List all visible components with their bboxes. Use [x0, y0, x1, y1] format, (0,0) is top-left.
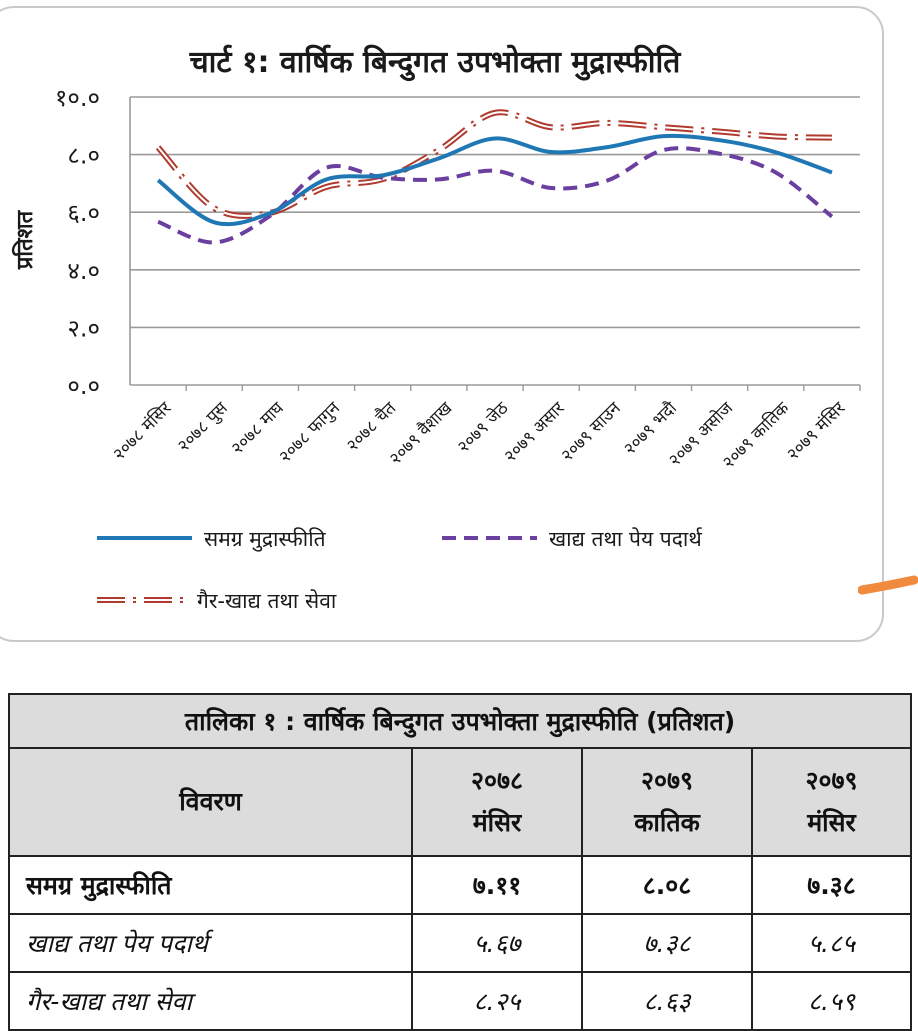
orange-highlight-mark [858, 575, 918, 595]
header-description: विवरण [8, 747, 413, 857]
header-column-3: २०७९ मंसिर [750, 747, 913, 857]
x-tick-label: २०७९ मंसिर [782, 397, 850, 465]
x-tick-label: २०७९ साउन [557, 398, 625, 466]
table-cell: ७.३८ [750, 855, 913, 915]
table-cell: ७.३८ [581, 913, 753, 973]
legend: समग्र मुद्रास्फीति खाद्य तथा पेय पदार्थ गै… [97, 527, 703, 613]
header-column-2: २०७९ कातिक [581, 747, 753, 857]
table-caption: तालिका १ : वार्षिक बिन्दुगत उपभोक्ता मुद… [7, 693, 913, 749]
table-cell: ८.२५ [411, 971, 583, 1031]
y-axis-label: प्रतिशत [11, 209, 38, 270]
series-line-food [157, 146, 834, 245]
y-tick-label: २.० [67, 314, 100, 342]
table-cell: ८.६३ [581, 971, 753, 1031]
header-year: २०७९ [640, 766, 693, 795]
y-tick-label: ०.० [67, 372, 100, 400]
row-label: खाद्य तथा पेय पदार्थ [8, 913, 413, 973]
chart-title: चार्ट १: वार्षिक बिन्दुगत उपभोक्ता मुद्र… [189, 44, 683, 82]
x-tick-label: २०७८ चैत [342, 397, 400, 455]
series-line-overall [156, 133, 833, 227]
header-column-1: २०७८ मंसिर [411, 747, 583, 857]
table-cell: ८.०८ [581, 855, 753, 915]
legend-label: गैर-खाद्य तथा सेवा [197, 589, 337, 613]
header-month: कातिक [634, 808, 700, 837]
table-row: समग्र मुद्रास्फीति ७.११ ८.०८ ७.३८ [8, 855, 913, 915]
header-month: मंसिर [472, 808, 522, 837]
line-chart: चार्ट १: वार्षिक बिन्दुगत उपभोक्ता मुद्र… [11, 44, 861, 613]
row-label: गैर-खाद्य तथा सेवा [8, 971, 413, 1031]
header-year: २०७९ [805, 766, 858, 795]
x-tick-label: २०७८ मंसिर [109, 397, 177, 465]
x-tick-label: २०७८ पुस [174, 398, 232, 456]
y-tick-label: ४.० [67, 257, 100, 285]
table-cell: ७.११ [411, 855, 583, 915]
legend-label: समग्र मुद्रास्फीति [204, 527, 327, 552]
x-tick-label: २०७९ असार [500, 398, 569, 467]
header-year: २०७८ [470, 766, 523, 795]
table: तालिका १ : वार्षिक बिन्दुगत उपभोक्ता मुद… [7, 693, 913, 1031]
y-tick-label: ६.० [67, 199, 100, 227]
y-tick-labels: ०.० २.० ४.० ६.० ८.० १०.० [55, 84, 100, 400]
series-lines [155, 109, 834, 245]
series-line-nonfood-inner [157, 111, 832, 217]
table-row: खाद्य तथा पेय पदार्थ ५.६७ ७.३८ ५.८५ [8, 913, 913, 973]
y-tick-label: ८.० [67, 142, 100, 170]
series-line-nonfood [155, 109, 832, 219]
table-row: गैर-खाद्य तथा सेवा ८.२५ ८.६३ ८.५९ [8, 971, 913, 1031]
inflation-table: तालिका १ : वार्षिक बिन्दुगत उपभोक्ता मुद… [7, 693, 913, 1031]
table-cell: ८.५९ [750, 971, 913, 1031]
row-label: समग्र मुद्रास्फीति [8, 855, 413, 915]
x-tick-label: २०७८ फागुन [275, 398, 344, 467]
table-cell: ५.८५ [750, 913, 913, 973]
table-cell: ५.६७ [411, 913, 583, 973]
grid-lines [129, 96, 861, 391]
header-month: मंसिर [807, 808, 856, 837]
y-tick-label: १०.० [55, 84, 100, 112]
legend-label: खाद्य तथा पेय पदार्थ [549, 527, 703, 551]
x-tick-label: २०७९ वैशाख [385, 397, 457, 469]
